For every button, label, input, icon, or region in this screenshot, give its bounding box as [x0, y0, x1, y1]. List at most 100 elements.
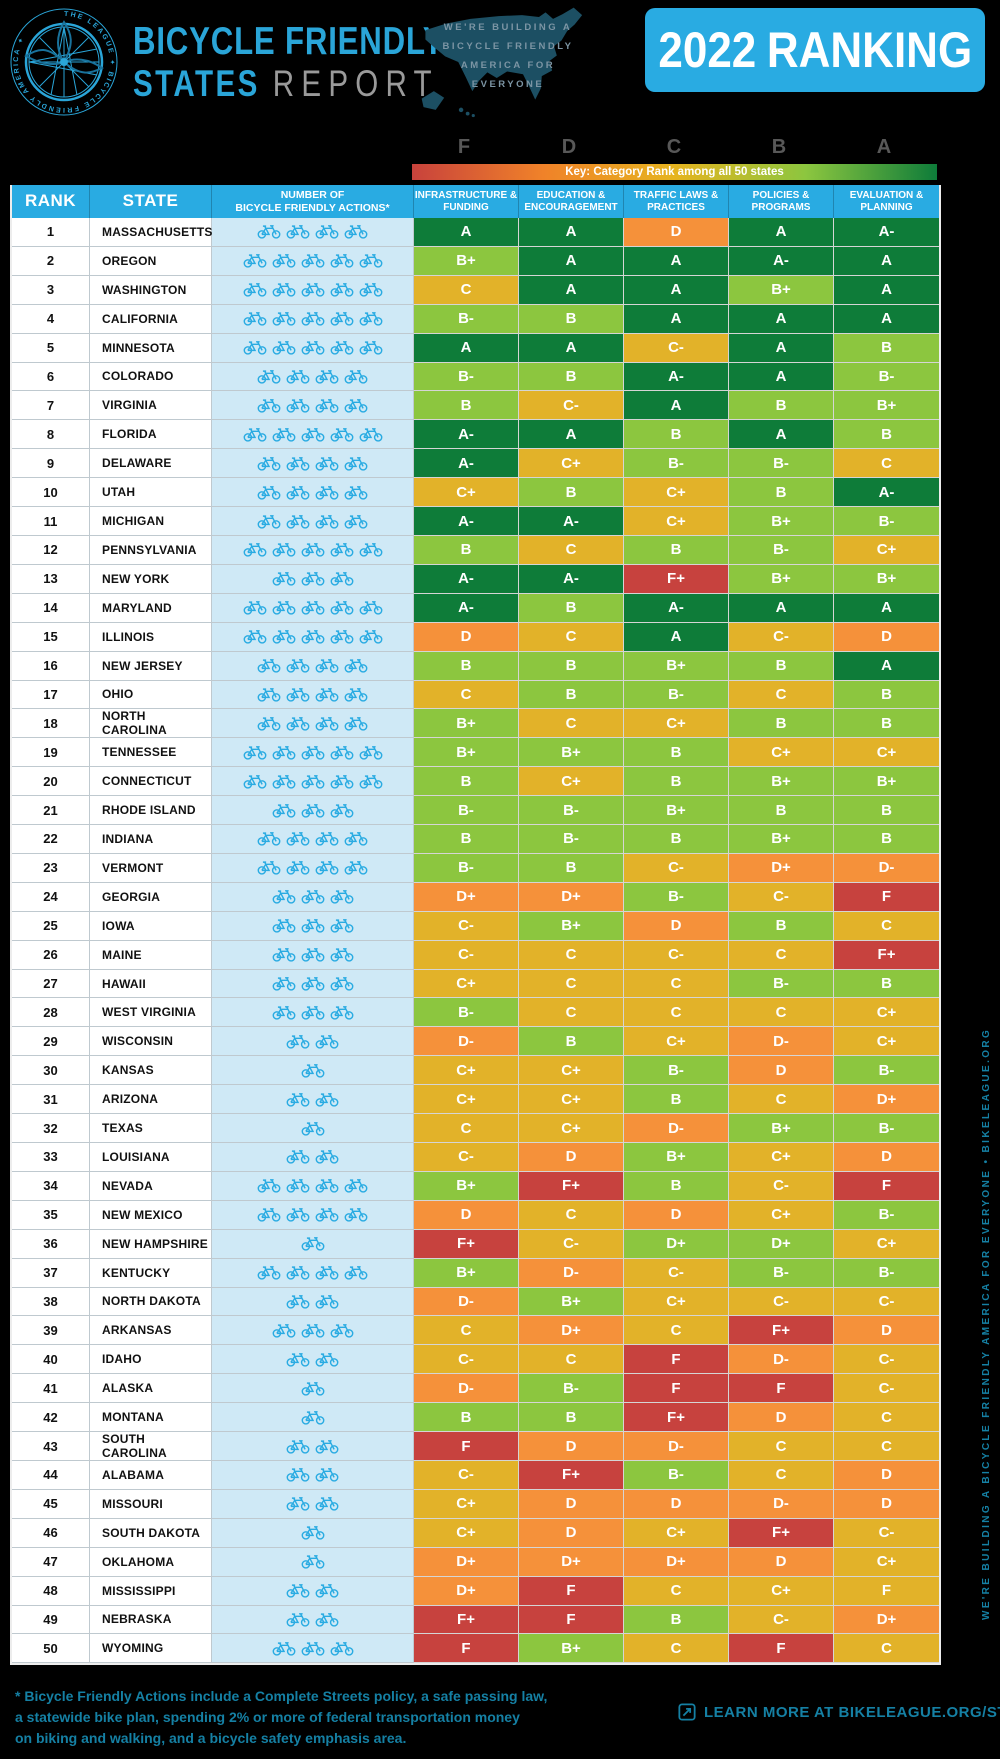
grade-cell: A — [729, 333, 834, 363]
grade-cell: D — [414, 1200, 519, 1230]
vertical-slogan: WE'RE BUILDING A BICYCLE FRIENDLY AMERIC… — [981, 1027, 992, 1621]
col-header-traffic: TRAFFIC LAWS & PRACTICES — [624, 185, 729, 218]
grade-cell: D — [414, 622, 519, 652]
actions-cell — [212, 593, 414, 623]
rank-cell: 36 — [12, 1229, 90, 1259]
grade-cell: B+ — [834, 767, 939, 797]
bicycle-icon — [344, 456, 368, 471]
bicycle-icon — [315, 1468, 339, 1483]
grade-cell: B- — [414, 998, 519, 1028]
bicycle-icon — [272, 977, 295, 991]
badge-year: 2022 — [658, 22, 756, 78]
grade-cell: C+ — [624, 507, 729, 536]
bicycle-icon — [359, 745, 382, 760]
bicycle-icon — [315, 1497, 339, 1511]
grade-cell: B+ — [729, 564, 834, 594]
bicycle-icon — [301, 1410, 324, 1425]
grade-cell: A- — [624, 593, 729, 623]
grade-cell: C- — [624, 940, 729, 970]
bicycle-icon — [272, 341, 295, 355]
title-line1: BICYCLE FRIENDLY — [133, 20, 445, 63]
bicycle-icon — [301, 341, 324, 355]
bicycle-icon — [330, 543, 353, 558]
rank-cell: 34 — [12, 1171, 90, 1201]
grade-cell: B — [624, 738, 729, 768]
grade-cell: C — [414, 275, 519, 305]
actions-cell — [212, 622, 414, 652]
bicycle-icon — [286, 659, 310, 673]
grade-cell: C- — [519, 391, 624, 421]
key-label: Key: Category Rank among all 50 states — [565, 166, 784, 178]
actions-cell — [212, 275, 414, 305]
grade-cell: B — [519, 651, 624, 681]
state-cell: PENNSYLVANIA — [90, 535, 212, 565]
col-header-rank: RANK — [12, 185, 90, 218]
bicycle-icon — [330, 601, 353, 615]
device-arrow-icon — [678, 1703, 696, 1721]
bicycle-icon — [344, 370, 368, 384]
bicycle-icon — [315, 1208, 339, 1222]
grade-cell: B — [729, 796, 834, 826]
grade-cell: C- — [414, 1143, 519, 1172]
grade-cell: B — [834, 825, 939, 854]
bicycle-icon — [301, 254, 324, 269]
grade-cell: B+ — [834, 391, 939, 421]
bicycle-icon — [257, 659, 281, 673]
grade-cell: A- — [519, 564, 624, 594]
bicycle-icon — [272, 254, 295, 269]
grade-cell: A — [729, 304, 834, 334]
grade-cell: C+ — [729, 1576, 834, 1606]
bicycle-icon — [301, 1063, 324, 1078]
bicycle-icon — [286, 1584, 310, 1598]
state-cell: ALASKA — [90, 1374, 212, 1404]
bicycle-icon — [301, 1005, 324, 1020]
rank-cell: 29 — [12, 1027, 90, 1057]
grade-cell: C — [414, 1316, 519, 1346]
grade-cell: D — [729, 1547, 834, 1577]
state-cell: KANSAS — [90, 1056, 212, 1086]
grade-cell: C — [519, 969, 624, 999]
bicycle-icon — [272, 427, 295, 442]
grade-cell: D+ — [519, 1547, 624, 1577]
state-cell: HAWAII — [90, 969, 212, 999]
bicycle-icon — [315, 659, 339, 673]
actions-cell — [212, 1085, 414, 1115]
state-cell: MASSACHUSETTS — [90, 218, 212, 247]
bicycle-icon — [330, 1641, 353, 1656]
bicycle-icon — [330, 630, 353, 644]
bicycle-icon — [257, 688, 281, 702]
bicycle-icon — [257, 485, 281, 500]
state-cell: MARYLAND — [90, 593, 212, 623]
bicycle-icon — [286, 1092, 310, 1107]
bicycle-icon — [243, 543, 266, 558]
grade-cell: A — [834, 304, 939, 334]
rank-cell: 17 — [12, 680, 90, 710]
bicycle-icon — [286, 716, 310, 731]
grade-cell: D — [834, 1316, 939, 1346]
learn-more-link[interactable]: LEARN MORE AT BIKELEAGUE.ORG/STATES — [678, 1703, 1000, 1721]
grade-cell: B+ — [624, 1143, 729, 1172]
bicycle-icon — [315, 398, 339, 413]
state-cell: NEW MEXICO — [90, 1200, 212, 1230]
table-row: 32 TEXAS C C+ D- B+ B- — [12, 1114, 939, 1143]
grade-cell: B — [519, 593, 624, 623]
table-row: 3 WASHINGTON — [12, 275, 939, 305]
grade-cell: D — [519, 1489, 624, 1519]
bicycle-icon — [286, 1208, 310, 1222]
title-states: STATES — [133, 62, 260, 104]
col-header-education: EDUCATION & ENCOURAGEMENT — [519, 185, 624, 218]
bicycle-icon — [330, 341, 353, 355]
grade-cell: B- — [624, 449, 729, 479]
grade-cell: C- — [624, 1258, 729, 1288]
rank-cell: 3 — [12, 275, 90, 305]
bicycle-icon — [315, 514, 339, 529]
bicycle-icon — [359, 312, 382, 326]
bicycle-icon — [272, 1323, 295, 1338]
grade-cell: F — [414, 1634, 519, 1664]
bicycle-icon — [359, 630, 382, 644]
grade-cell: D- — [729, 1027, 834, 1057]
bicycle-icon — [286, 370, 310, 384]
league-wheel-logo: THE LEAGUE ✦ BICYCLE FRIENDLY AMERICA ✦ — [10, 8, 118, 116]
table-row: 9 DELAWARE — [12, 449, 939, 479]
bicycle-icon — [272, 630, 295, 644]
